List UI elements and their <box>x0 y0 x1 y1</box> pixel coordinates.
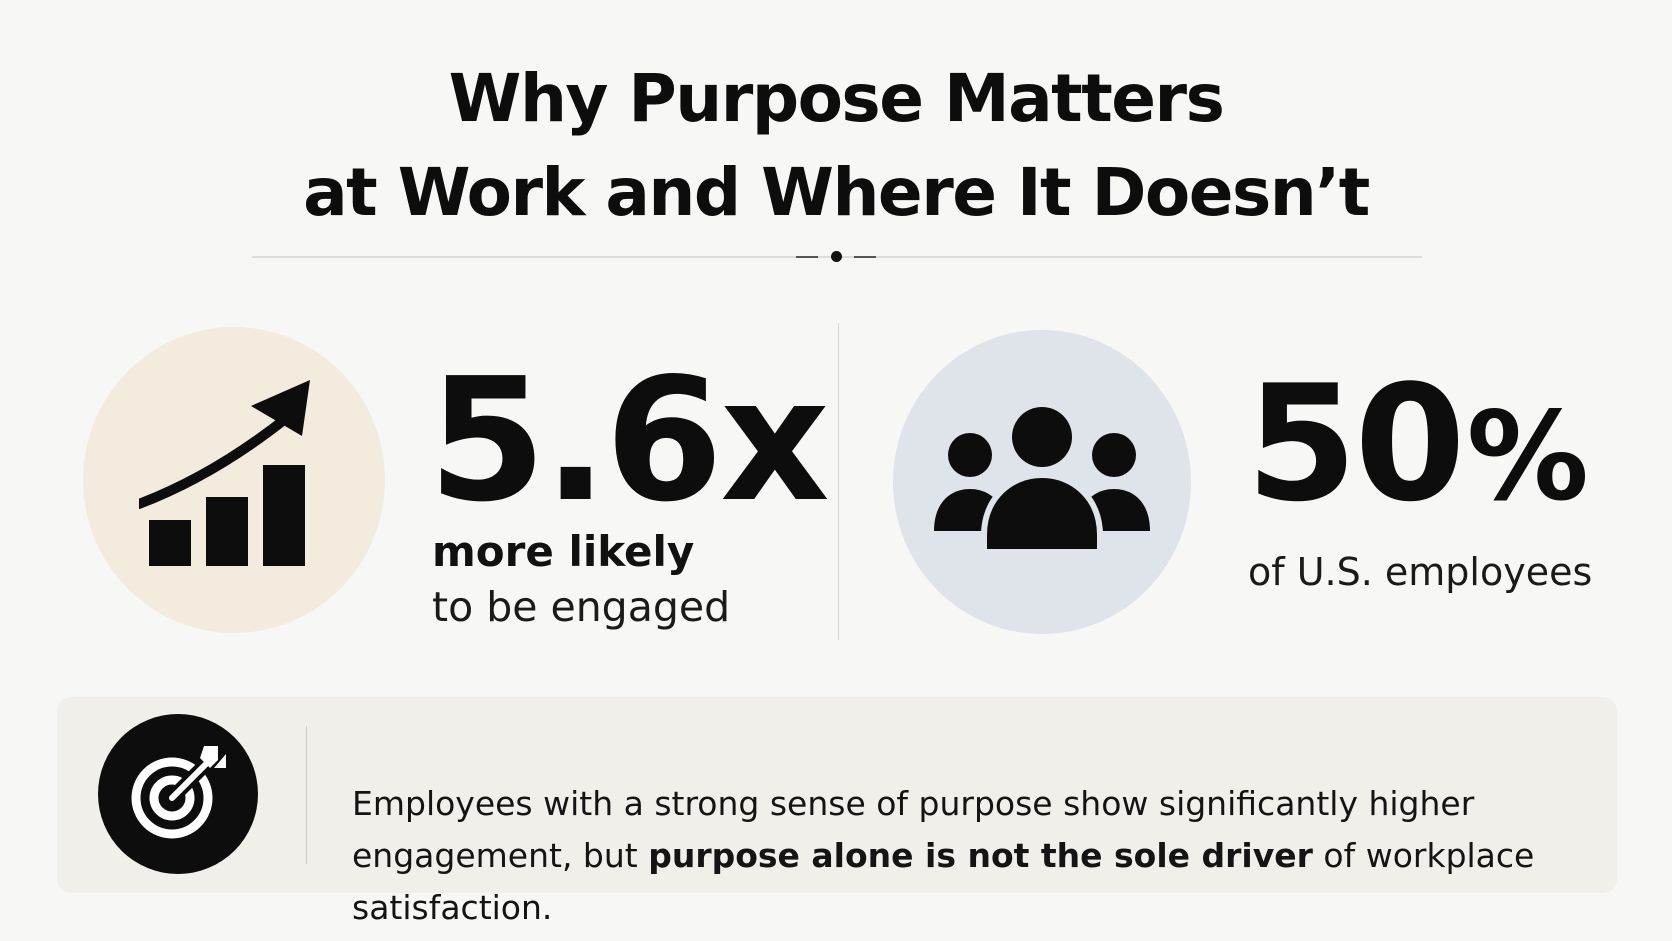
stat-employees-number: 50 <box>1246 350 1466 537</box>
target-arrow-icon <box>131 746 226 839</box>
title-line-2: at Work and Where It Doesn’t <box>303 154 1370 231</box>
note-divider <box>306 726 307 864</box>
growth-chart-arrow-icon <box>139 380 310 566</box>
note-text-start: Employees with a strong sense of purpose… <box>352 784 1475 875</box>
divider-dash-left <box>796 256 818 258</box>
people-icon-circle <box>893 330 1191 634</box>
stat-engagement-label-strong: more likely <box>432 527 695 576</box>
stat-engagement-value: 5.6x <box>428 342 830 540</box>
stat-employees-unit: % <box>1466 386 1589 528</box>
title-line-1: Why Purpose Matters <box>448 60 1225 137</box>
stat-engagement-label: to be engaged <box>432 583 731 631</box>
growth-icon-circle <box>83 327 385 633</box>
people-group-icon <box>934 407 1150 555</box>
target-badge <box>98 714 258 874</box>
note-text-end: of workplace satisfaction. <box>352 836 1535 927</box>
divider-dash-right <box>854 256 876 258</box>
note-card <box>57 697 1617 893</box>
note-text-emphasis: purpose alone is not the sole driver <box>648 836 1313 875</box>
stat-employees-value: 50% <box>1246 364 1589 537</box>
stat-employees-label: of U.S. employees <box>1248 550 1593 594</box>
page-title: Why Purpose Matters at Work and Where It… <box>0 52 1672 240</box>
stats-divider <box>838 323 839 640</box>
note-text: Employees with a strong sense of purpose… <box>352 778 1592 934</box>
divider-dot <box>831 251 842 262</box>
